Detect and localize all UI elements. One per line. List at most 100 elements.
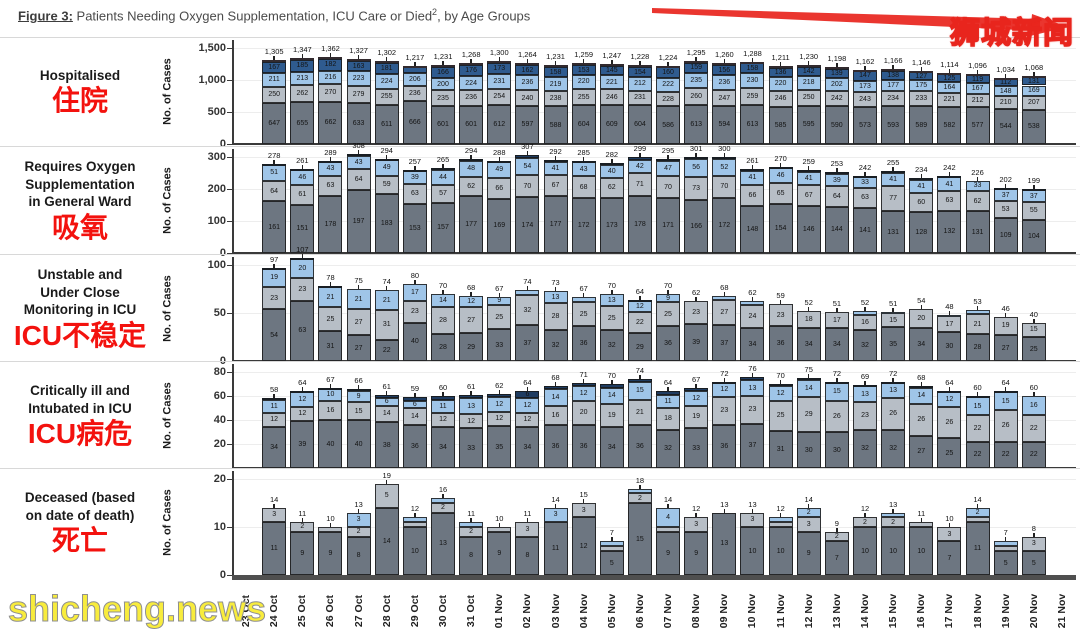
bar-whisker — [667, 61, 669, 66]
y-tick-mark — [227, 526, 232, 528]
bar-segment-age-band-2: 247 — [712, 90, 737, 106]
segment-value-label: 38 — [382, 441, 391, 449]
bar-segment-age-band-2 — [599, 546, 624, 551]
bar-segment-age-band-5 — [740, 61, 765, 64]
segment-value-label: 16 — [551, 411, 560, 419]
segment-value-label: 230 — [746, 77, 759, 85]
segment-value-label: 47 — [664, 164, 672, 172]
bar-segment-age-band-4 — [937, 391, 962, 394]
segment-value-label: 131 — [1027, 77, 1040, 85]
bar-segment-age-band-4: 139 — [824, 68, 849, 78]
bar-total-label: 1,146 — [911, 57, 931, 67]
bar-segment-age-band-1: 647 — [262, 102, 287, 144]
bar-total-label: 74 — [635, 366, 645, 376]
figure-title: Figure 3: Patients Needing Oxygen Supple… — [18, 7, 530, 23]
bar-segment-age-band-3 — [515, 289, 540, 295]
segment-value-label: 15 — [832, 388, 841, 396]
bar-segment-age-band-5 — [262, 60, 287, 63]
bar-whisker — [611, 60, 613, 65]
bar-whisker — [385, 390, 388, 395]
segment-value-label: 9 — [666, 294, 671, 302]
bar-segment-age-band-2: 70 — [712, 175, 737, 198]
bar-segment-age-band-2: 24 — [740, 305, 765, 329]
bar-segment-age-band-1: 36 — [571, 424, 596, 468]
bar-total-label: 18 — [635, 475, 645, 485]
bar-segment-age-band-2: 63 — [853, 187, 877, 208]
segment-value-label: 53 — [1001, 206, 1010, 214]
bar-total-label: 299 — [633, 144, 647, 154]
bar-segment-age-band-4 — [993, 188, 1018, 191]
bar-segment-age-band-4 — [712, 381, 737, 384]
segment-value-label: 36 — [664, 340, 672, 348]
segment-value-label: 32 — [664, 445, 672, 453]
segment-value-label: 13 — [467, 402, 476, 410]
y-axis-line — [232, 471, 234, 575]
bar-segment-age-band-4: 112 — [993, 79, 1018, 87]
panel-label-en: Critically ill and Intubated in ICU — [28, 383, 132, 416]
bar-segment-age-band-2: 16 — [543, 405, 568, 425]
top-divider-line — [0, 37, 1080, 38]
bar-segment-age-band-1: 613 — [684, 104, 709, 144]
bar-total-label: 72 — [720, 368, 729, 378]
bar-segment-age-band-1: 27 — [909, 435, 934, 468]
bar-whisker — [779, 513, 782, 518]
bar-whisker — [526, 59, 529, 64]
panel-label-hospitalised: Hospitalised 住院 — [0, 40, 160, 144]
bar-segment-age-band-1: 31 — [768, 430, 793, 468]
segment-value-label: 236 — [521, 79, 534, 87]
segment-value-label: 55 — [1029, 207, 1038, 215]
segment-value-label: 2 — [637, 494, 642, 502]
segment-value-label: 10 — [889, 547, 898, 555]
bar-segment-age-band-1: 611 — [374, 104, 399, 144]
segment-value-label: 40 — [607, 167, 616, 175]
gridline — [232, 372, 1076, 373]
bar-segment-age-band-2: 27 — [346, 309, 371, 336]
bar-segment-age-band-2: 27 — [459, 307, 484, 334]
segment-value-label: 32 — [607, 342, 616, 350]
bar-total-label: 242 — [943, 162, 956, 172]
panel-label-deceased: Deceased (based on date of death) 死亡 — [0, 471, 160, 575]
segment-value-label: 36 — [579, 442, 588, 450]
segment-value-label: 10 — [917, 547, 926, 555]
gridline — [232, 157, 1076, 158]
bar-segment-age-band-2: 68 — [571, 176, 596, 198]
bar-segment-age-band-3: 13 — [853, 386, 877, 402]
segment-value-label: 13 — [551, 293, 560, 301]
bar-total-label: 52 — [860, 298, 870, 308]
y-tick-mark — [227, 264, 232, 266]
segment-value-label: 250 — [802, 94, 815, 102]
bar-segment-age-band-4 — [571, 161, 596, 164]
bar-whisker — [273, 56, 275, 61]
bar-segment-age-band-2: 12 — [290, 406, 315, 422]
segment-value-label: 25 — [495, 313, 504, 321]
x-tick-label: 11 Nov — [774, 594, 787, 628]
segment-value-label: 15 — [889, 316, 898, 324]
bar-whisker — [920, 174, 923, 179]
bar-segment-age-band-1: 154 — [768, 203, 793, 253]
segment-value-label: 597 — [521, 121, 534, 129]
bar-segment-age-band-1: 11 — [965, 522, 990, 575]
panel-label-zh: ICU病危 — [27, 418, 133, 450]
bar-segment-age-band-2: 259 — [740, 88, 765, 105]
bar-segment-age-band-3: 21 — [374, 289, 399, 311]
segment-value-label: 14 — [917, 392, 926, 400]
segment-value-label: 24 — [748, 313, 757, 321]
bar-segment-age-band-4 — [431, 396, 455, 400]
bar-whisker — [639, 295, 641, 300]
segment-value-label: 200 — [437, 80, 449, 88]
segment-value-label: 63 — [410, 190, 419, 198]
bar-segment-age-band-1: 32 — [881, 429, 906, 468]
bar-segment-age-band-2: 22 — [1021, 415, 1046, 442]
bar-total-label: 1,259 — [574, 50, 594, 60]
segment-value-label: 234 — [887, 95, 899, 103]
segment-value-label: 6 — [384, 398, 389, 406]
x-tick-label: 31 Oct — [465, 594, 478, 628]
bar-segment-age-band-2: 26 — [909, 404, 934, 436]
bar-segment-age-band-1: 5 — [993, 551, 1018, 575]
bar-segment-age-band-3: 41 — [740, 171, 765, 185]
bar-total-label: 308 — [352, 141, 365, 151]
bar-segment-age-band-2: 15 — [1021, 322, 1046, 337]
bar-segment-age-band-2: 236 — [459, 90, 484, 106]
y-tick-label: 0 — [219, 247, 226, 259]
bar-segment-age-band-3: 41 — [937, 177, 962, 191]
